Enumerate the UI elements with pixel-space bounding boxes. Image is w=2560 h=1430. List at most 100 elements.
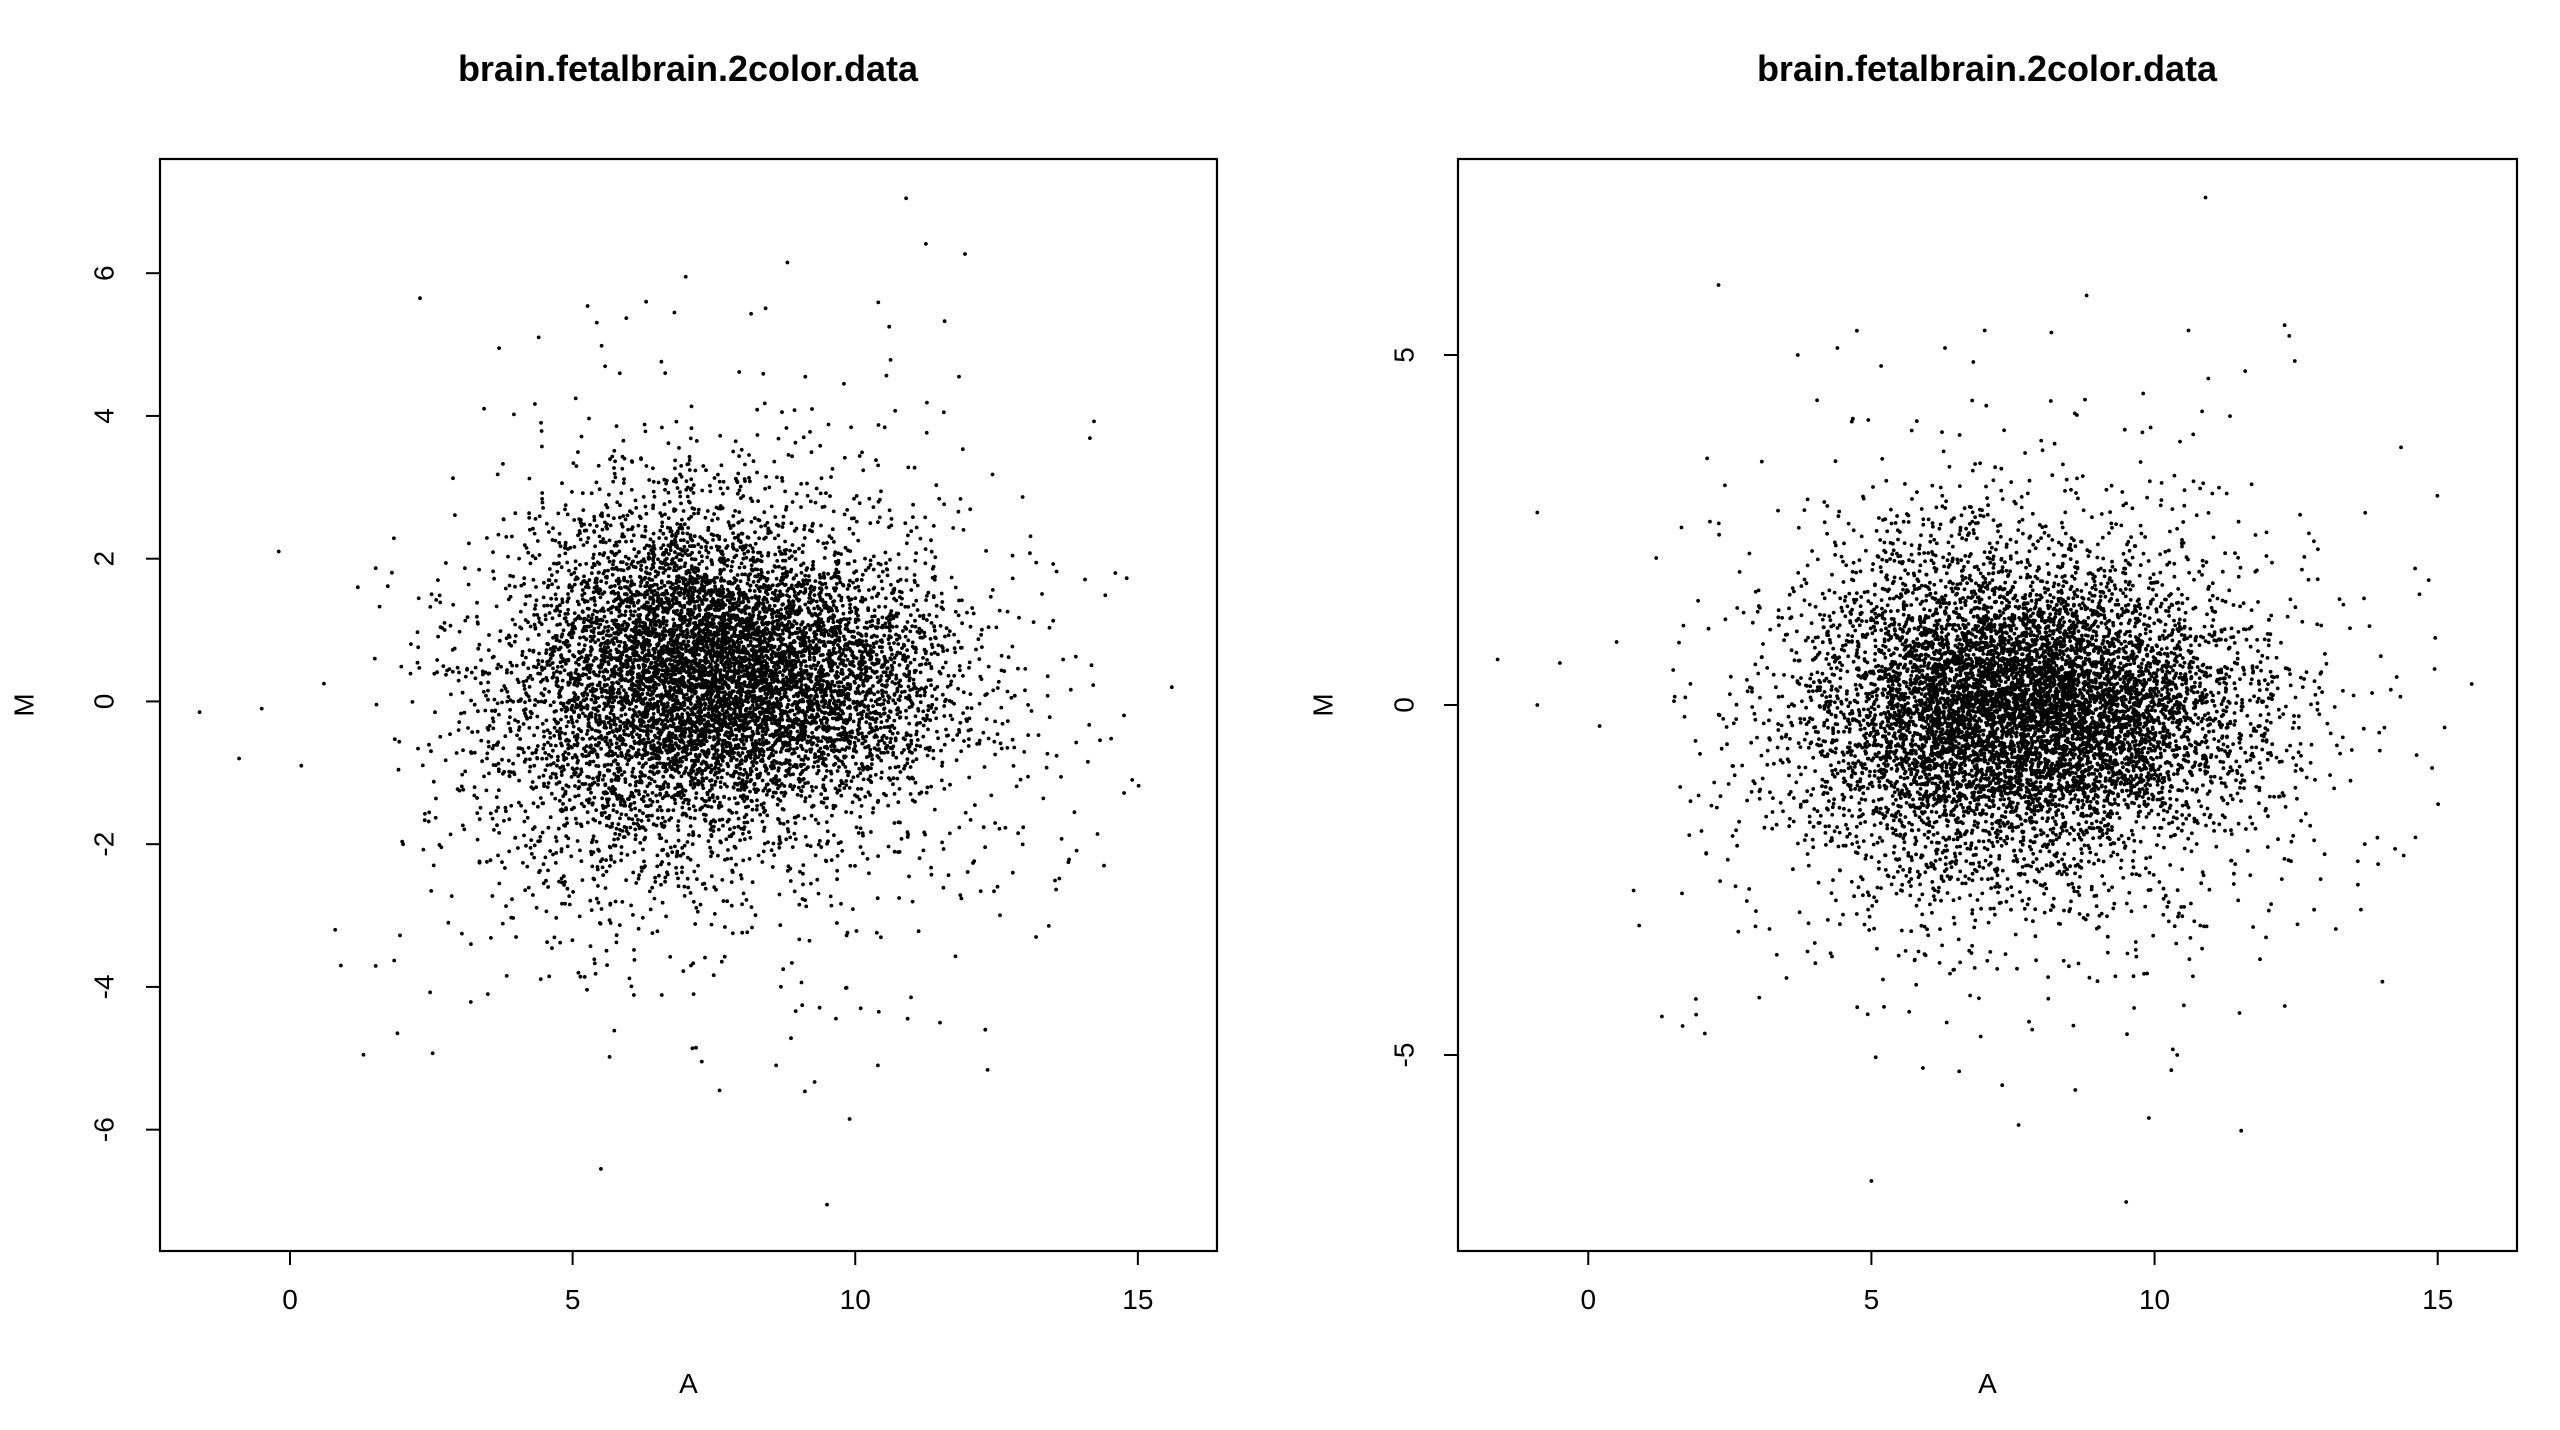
data-point: [618, 726, 623, 730]
data-point: [784, 774, 788, 778]
data-point: [892, 641, 896, 645]
data-point: [633, 827, 638, 832]
data-point: [824, 491, 828, 495]
data-point: [625, 585, 630, 590]
data-point: [716, 827, 721, 832]
data-point: [859, 578, 864, 582]
data-point: [941, 847, 946, 851]
data-point: [731, 755, 736, 760]
data-point: [736, 816, 741, 821]
data-point: [790, 961, 794, 965]
data-point: [865, 626, 869, 630]
data-point: [567, 894, 572, 898]
data-point: [488, 811, 493, 816]
data-point: [800, 550, 805, 555]
data-point: [795, 746, 799, 751]
data-point: [904, 566, 909, 571]
data-point: [725, 671, 729, 676]
data-point: [525, 864, 530, 869]
data-point: [649, 660, 654, 665]
data-point: [571, 724, 576, 729]
data-point: [899, 837, 904, 841]
data-point: [755, 804, 759, 808]
data-point: [634, 881, 639, 885]
data-point: [570, 938, 575, 943]
data-point: [819, 739, 824, 744]
data-point: [688, 815, 693, 820]
data-point: [513, 633, 518, 638]
data-point: [860, 450, 864, 455]
data-point: [780, 673, 785, 677]
data-point: [503, 586, 508, 591]
data-point: [792, 590, 797, 594]
data-point: [662, 626, 667, 630]
data-point: [837, 749, 842, 754]
data-point: [701, 630, 706, 635]
data-point: [735, 491, 740, 496]
data-point: [812, 760, 817, 765]
data-point: [577, 642, 581, 647]
data-point: [762, 510, 767, 515]
data-point: [521, 860, 525, 865]
data-point: [664, 790, 669, 795]
data-point: [489, 936, 493, 940]
data-point: [697, 834, 702, 838]
data-point: [822, 705, 826, 709]
data-point: [829, 858, 834, 862]
data-point: [641, 847, 645, 852]
data-point: [522, 683, 526, 688]
data-point: [624, 539, 628, 544]
data-point: [869, 698, 874, 703]
data-point: [557, 553, 562, 558]
data-point: [519, 803, 523, 808]
data-point: [612, 466, 616, 470]
data-point: [665, 852, 670, 857]
data-point: [374, 702, 379, 707]
data-point: [681, 700, 686, 705]
data-point: [679, 774, 684, 779]
data-point: [521, 679, 526, 684]
data-point: [979, 677, 984, 681]
data-point: [621, 438, 626, 443]
data-point: [417, 666, 422, 670]
data-point: [834, 1016, 838, 1021]
data-point: [602, 614, 607, 619]
data-point: [1136, 783, 1141, 788]
data-point: [495, 701, 500, 706]
data-point: [644, 565, 649, 570]
data-point: [688, 824, 693, 828]
data-point: [872, 692, 877, 697]
data-point: [712, 476, 717, 480]
data-point: [502, 818, 506, 823]
data-point: [657, 832, 662, 837]
data-point: [835, 665, 840, 669]
data-point: [849, 779, 854, 783]
data-point: [799, 505, 803, 509]
data-point: [591, 876, 596, 881]
data-point: [442, 621, 447, 625]
data-point: [533, 703, 537, 708]
data-point: [567, 568, 571, 573]
data-point: [509, 643, 514, 648]
data-point: [397, 739, 402, 744]
data-point: [858, 815, 863, 819]
data-point: [716, 766, 721, 771]
data-point: [1045, 674, 1050, 679]
data-point: [808, 844, 813, 849]
data-point: [614, 933, 619, 938]
data-point: [851, 775, 856, 780]
data-point: [449, 894, 454, 898]
data-point: [710, 518, 715, 523]
data-point: [731, 514, 736, 518]
data-point: [435, 658, 440, 662]
data-point: [668, 955, 673, 959]
data-point: [611, 705, 616, 709]
data-point: [551, 526, 555, 531]
data-point: [727, 657, 732, 662]
data-point: [803, 374, 808, 379]
data-point: [636, 523, 641, 528]
data-point: [480, 759, 484, 764]
data-point: [563, 503, 568, 507]
data-point: [716, 733, 720, 738]
